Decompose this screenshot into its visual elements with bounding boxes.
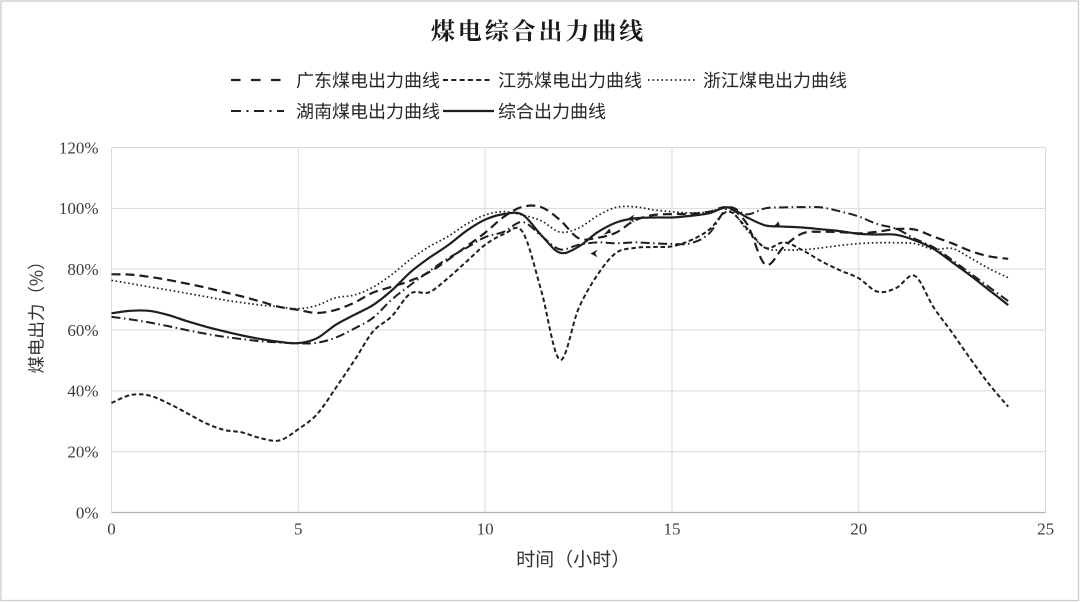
svg-text:40%: 40% xyxy=(67,382,98,401)
svg-text:5: 5 xyxy=(294,520,303,539)
svg-text:20: 20 xyxy=(850,520,867,539)
svg-text:80%: 80% xyxy=(67,260,98,279)
svg-text:120%: 120% xyxy=(59,138,99,157)
svg-text:10: 10 xyxy=(477,520,494,539)
svg-text:0%: 0% xyxy=(76,503,99,522)
svg-text:25: 25 xyxy=(1037,520,1054,539)
svg-text:15: 15 xyxy=(664,520,681,539)
svg-text:60%: 60% xyxy=(67,321,98,340)
svg-text:0: 0 xyxy=(107,520,116,539)
svg-text:20%: 20% xyxy=(67,443,98,462)
svg-text:100%: 100% xyxy=(59,199,99,218)
